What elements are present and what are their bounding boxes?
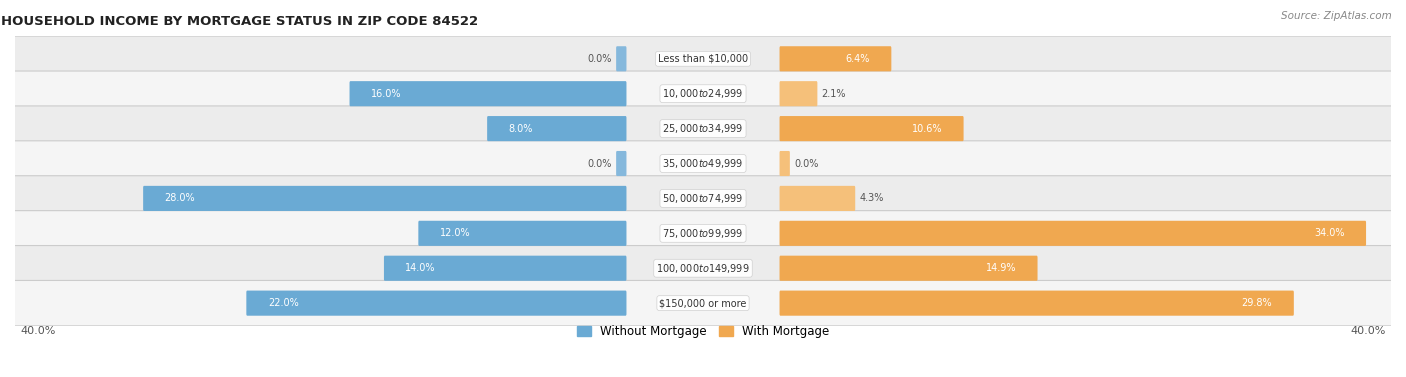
Text: $35,000 to $49,999: $35,000 to $49,999 (662, 157, 744, 170)
Text: 40.0%: 40.0% (20, 326, 55, 336)
Text: 0.0%: 0.0% (588, 158, 612, 169)
Text: 4.3%: 4.3% (859, 193, 884, 204)
FancyBboxPatch shape (4, 280, 1402, 326)
Text: 14.9%: 14.9% (986, 263, 1017, 273)
FancyBboxPatch shape (779, 186, 855, 211)
Text: $10,000 to $24,999: $10,000 to $24,999 (662, 87, 744, 100)
FancyBboxPatch shape (4, 141, 1402, 186)
FancyBboxPatch shape (4, 176, 1402, 221)
Text: HOUSEHOLD INCOME BY MORTGAGE STATUS IN ZIP CODE 84522: HOUSEHOLD INCOME BY MORTGAGE STATUS IN Z… (1, 15, 478, 28)
Text: 6.4%: 6.4% (845, 54, 870, 64)
FancyBboxPatch shape (779, 81, 817, 106)
FancyBboxPatch shape (779, 256, 1038, 281)
FancyBboxPatch shape (779, 151, 790, 176)
Text: 14.0%: 14.0% (405, 263, 436, 273)
Text: Source: ZipAtlas.com: Source: ZipAtlas.com (1281, 11, 1392, 21)
Text: $100,000 to $149,999: $100,000 to $149,999 (657, 262, 749, 275)
Text: 29.8%: 29.8% (1241, 298, 1272, 308)
FancyBboxPatch shape (4, 106, 1402, 151)
FancyBboxPatch shape (4, 71, 1402, 116)
FancyBboxPatch shape (779, 116, 963, 141)
Text: 28.0%: 28.0% (165, 193, 195, 204)
FancyBboxPatch shape (4, 36, 1402, 81)
Text: 12.0%: 12.0% (440, 228, 471, 238)
Text: $75,000 to $99,999: $75,000 to $99,999 (662, 227, 744, 240)
Text: 16.0%: 16.0% (371, 89, 402, 99)
FancyBboxPatch shape (246, 291, 627, 316)
Text: $25,000 to $34,999: $25,000 to $34,999 (662, 122, 744, 135)
FancyBboxPatch shape (384, 256, 627, 281)
Text: $150,000 or more: $150,000 or more (659, 298, 747, 308)
Text: $50,000 to $74,999: $50,000 to $74,999 (662, 192, 744, 205)
Text: Less than $10,000: Less than $10,000 (658, 54, 748, 64)
Text: 0.0%: 0.0% (588, 54, 612, 64)
FancyBboxPatch shape (419, 221, 627, 246)
FancyBboxPatch shape (4, 211, 1402, 256)
FancyBboxPatch shape (4, 245, 1402, 291)
FancyBboxPatch shape (143, 186, 627, 211)
FancyBboxPatch shape (616, 151, 627, 176)
Text: 10.6%: 10.6% (911, 124, 942, 133)
FancyBboxPatch shape (779, 291, 1294, 316)
Text: 0.0%: 0.0% (794, 158, 818, 169)
Text: 2.1%: 2.1% (821, 89, 846, 99)
FancyBboxPatch shape (486, 116, 627, 141)
Text: 8.0%: 8.0% (509, 124, 533, 133)
Text: 22.0%: 22.0% (267, 298, 298, 308)
Legend: Without Mortgage, With Mortgage: Without Mortgage, With Mortgage (572, 321, 834, 343)
FancyBboxPatch shape (350, 81, 627, 106)
Text: 34.0%: 34.0% (1315, 228, 1344, 238)
FancyBboxPatch shape (779, 46, 891, 71)
FancyBboxPatch shape (779, 221, 1367, 246)
FancyBboxPatch shape (616, 46, 627, 71)
Text: 40.0%: 40.0% (1351, 326, 1386, 336)
